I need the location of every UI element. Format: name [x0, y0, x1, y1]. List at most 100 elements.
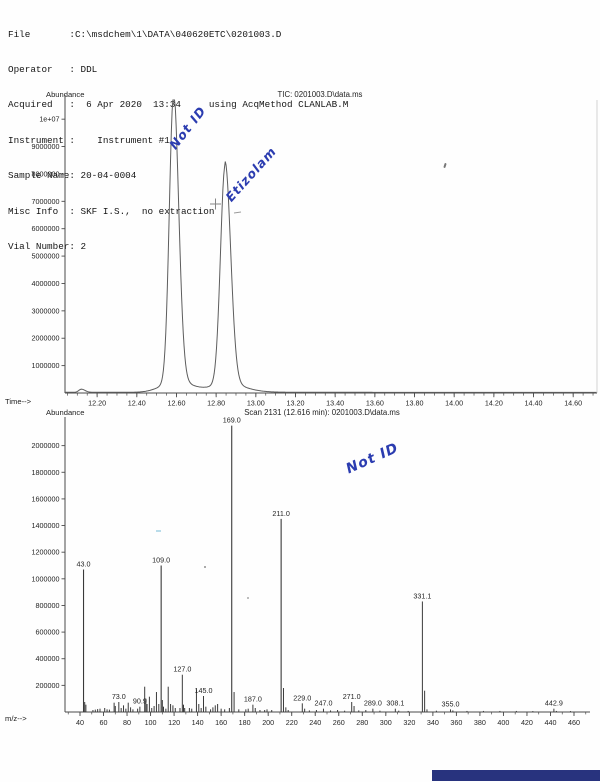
svg-text:247.0: 247.0 [314, 699, 332, 708]
svg-text:289.0: 289.0 [364, 699, 382, 708]
svg-text:169.0: 169.0 [223, 416, 241, 425]
svg-text:40: 40 [76, 718, 84, 727]
ms-x-axis-caption: m/z--> [5, 714, 27, 723]
svg-text:1400000: 1400000 [32, 521, 60, 530]
svg-text:160: 160 [215, 718, 227, 727]
tic-axes [61, 95, 598, 398]
ms-peaks [82, 425, 571, 712]
svg-text:200000: 200000 [36, 681, 60, 690]
ms-y-axis-caption: Abundance [46, 408, 85, 417]
svg-text:13.60: 13.60 [366, 399, 384, 408]
svg-text:200: 200 [262, 718, 274, 727]
svg-text:1e+07: 1e+07 [39, 115, 59, 124]
svg-text:300: 300 [380, 718, 392, 727]
footer-bar[interactable] [432, 770, 600, 781]
svg-text:12.20: 12.20 [88, 399, 106, 408]
svg-text:7000000: 7000000 [32, 197, 60, 206]
svg-text:6000000: 6000000 [32, 224, 60, 233]
svg-text:4000000: 4000000 [32, 279, 60, 288]
header-line-vial-number: Vial Number: 2 [8, 240, 87, 252]
svg-text:2000000: 2000000 [32, 441, 60, 450]
svg-text:442.9: 442.9 [545, 699, 563, 708]
scan-speckle [156, 530, 161, 532]
svg-text:229.0: 229.0 [293, 693, 311, 702]
svg-text:12.80: 12.80 [207, 399, 225, 408]
integration-mark [210, 198, 242, 214]
mass-spectrum-plot: 200000 400000 600000 800000 1000000 1200000 14… [32, 416, 590, 727]
svg-text:127.0: 127.0 [173, 665, 191, 674]
svg-text:340: 340 [427, 718, 439, 727]
svg-text:331.1: 331.1 [413, 591, 431, 600]
header-line-acquired: Acquired : 6 Apr 2020 13:34 using AcqMet… [8, 99, 349, 111]
svg-text:308.1: 308.1 [386, 699, 404, 708]
svg-text:14.40: 14.40 [525, 399, 543, 408]
svg-text:5000000: 5000000 [32, 252, 60, 261]
svg-text:13.20: 13.20 [286, 399, 304, 408]
scan-speckle [204, 566, 206, 568]
tic-y-axis-caption: Abundance [46, 90, 85, 99]
svg-text:460: 460 [568, 718, 580, 727]
svg-text:600000: 600000 [36, 628, 60, 637]
header-line-operator: Operator : DDL [8, 63, 98, 75]
tic-trace [64, 99, 597, 393]
svg-text:120: 120 [168, 718, 180, 727]
svg-text:1800000: 1800000 [32, 468, 60, 477]
svg-text:80: 80 [123, 718, 131, 727]
svg-text:14.00: 14.00 [445, 399, 463, 408]
svg-text:9000000: 9000000 [32, 142, 60, 151]
tic-chromatogram-plot: 1000000 2000000 3000000 4000000 5000000 60000… [32, 95, 598, 408]
svg-text:60: 60 [100, 718, 108, 727]
svg-text:13.40: 13.40 [326, 399, 344, 408]
ms-peak-labels: 43.0 73.0 90.9 109.0 127.0 145.0 169.0 187.0 211… [77, 416, 563, 709]
header-line-instrument: Instrument : Instrument #1 [8, 134, 170, 146]
svg-text:187.0: 187.0 [244, 695, 262, 704]
tic-y-tick-labels: 1000000 2000000 3000000 4000000 5000000 60000… [32, 115, 60, 370]
svg-text:13.80: 13.80 [406, 399, 424, 408]
svg-text:1600000: 1600000 [32, 494, 60, 503]
svg-text:1000000: 1000000 [32, 361, 60, 370]
ms-y-tick-labels: 200000 400000 600000 800000 1000000 1200000 14… [32, 441, 60, 690]
svg-text:360: 360 [450, 718, 462, 727]
svg-text:43.0: 43.0 [77, 559, 91, 568]
ms-x-tick-labels: 40 60 80 100 120 140 160 180 200 220 240 260 280 300 3… [76, 718, 580, 727]
scan-speckle [247, 597, 249, 599]
svg-text:14.60: 14.60 [564, 399, 582, 408]
svg-text:260: 260 [333, 718, 345, 727]
svg-text:3000000: 3000000 [32, 306, 60, 315]
svg-text:440: 440 [544, 718, 556, 727]
tic-chart-title: TIC: 0201003.D\data.ms [277, 90, 363, 99]
svg-text:14.20: 14.20 [485, 399, 503, 408]
svg-text:2000000: 2000000 [32, 334, 60, 343]
svg-text:280: 280 [356, 718, 368, 727]
header-line-file: File :C:\msdchem\1\DATA\040620ETC\020100… [8, 28, 282, 40]
svg-text:12.60: 12.60 [167, 399, 185, 408]
svg-text:1200000: 1200000 [32, 548, 60, 557]
svg-text:145.0: 145.0 [195, 686, 213, 695]
ms-axes [61, 417, 590, 716]
svg-text:355.0: 355.0 [442, 699, 460, 708]
svg-text:220: 220 [286, 718, 298, 727]
svg-text:400: 400 [497, 718, 509, 727]
svg-text:90.9: 90.9 [133, 697, 147, 706]
svg-text:140: 140 [192, 718, 204, 727]
svg-text:8000000: 8000000 [32, 169, 60, 178]
header-line-sample-name: Sample Name: 20-04-0004 [8, 170, 137, 182]
svg-text:380: 380 [474, 718, 486, 727]
svg-text:13.00: 13.00 [247, 399, 265, 408]
svg-text:420: 420 [521, 718, 533, 727]
svg-text:12.40: 12.40 [128, 399, 146, 408]
tic-x-axis-caption: Time--> [5, 397, 32, 406]
svg-text:73.0: 73.0 [112, 692, 126, 701]
svg-text:400000: 400000 [36, 654, 60, 663]
svg-text:100: 100 [145, 718, 157, 727]
svg-text:1000000: 1000000 [32, 574, 60, 583]
tic-x-tick-labels: 12.20 12.40 12.60 12.80 13.00 13.20 13.40 13.60… [88, 399, 582, 408]
svg-text:800000: 800000 [36, 601, 60, 610]
svg-text:180: 180 [239, 718, 251, 727]
svg-text:109.0: 109.0 [152, 556, 170, 565]
svg-text:271.0: 271.0 [343, 692, 361, 701]
svg-text:320: 320 [403, 718, 415, 727]
svg-text:211.0: 211.0 [272, 509, 289, 518]
svg-text:240: 240 [309, 718, 321, 727]
